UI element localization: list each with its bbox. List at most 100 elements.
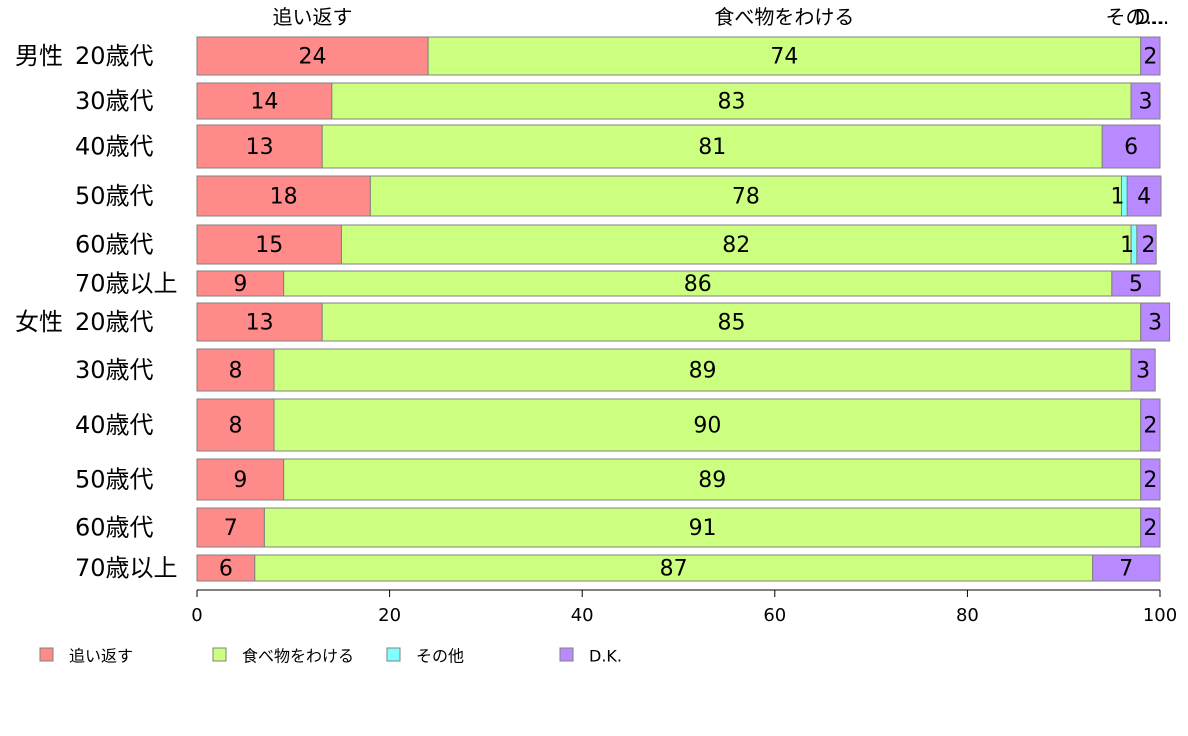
bar-segment — [369, 175, 1122, 217]
legend-item: その他 — [386, 647, 464, 666]
data-label: 2 — [1142, 233, 1156, 258]
legend-swatch — [39, 647, 54, 662]
data-label: 7 — [224, 516, 238, 541]
bar-row-1: 14 83 3 — [196, 82, 1161, 120]
bar-segment — [196, 224, 342, 265]
data-label: 78 — [732, 185, 760, 210]
bar-segment — [331, 82, 1132, 120]
data-label: 3 — [1136, 359, 1150, 384]
bar-segment — [273, 348, 1132, 392]
bar-row-11: 6 87 7 — [196, 554, 1161, 582]
data-label: 9 — [233, 468, 247, 493]
data-label: 85 — [717, 311, 745, 336]
legend-item: 食べ物をわける — [212, 647, 354, 666]
category-label: 40歳代 — [75, 411, 154, 439]
data-label: 2 — [1143, 468, 1157, 493]
category-label: 30歳代 — [75, 356, 154, 384]
row-labels: 20歳代男性30歳代40歳代50歳代60歳代70歳以上20歳代女性30歳代40歳… — [15, 42, 178, 582]
category-label: 60歳代 — [75, 514, 154, 542]
data-label: 2 — [1143, 45, 1157, 70]
top-label-1: 食べ物をわける — [714, 5, 854, 29]
bar-row-2: 13 81 6 — [196, 124, 1161, 169]
bar-segment — [1140, 398, 1161, 452]
data-label: 14 — [250, 90, 278, 115]
bar-segment — [1140, 36, 1161, 76]
x-tick-label: 80 — [956, 605, 979, 626]
data-label: 13 — [246, 135, 274, 160]
data-label: 24 — [299, 45, 327, 70]
data-label: 7 — [1119, 557, 1133, 582]
bar-segment — [340, 224, 1132, 265]
bar-segment — [196, 124, 323, 169]
bar-segment — [283, 270, 1113, 297]
bar-segment — [321, 302, 1142, 342]
data-label: 89 — [689, 359, 717, 384]
bar-segment — [1111, 270, 1161, 297]
data-label: 15 — [255, 233, 283, 258]
bar-segment — [427, 36, 1142, 76]
bar-row-6: 13 85 3 — [196, 302, 1171, 342]
data-label: 18 — [270, 185, 298, 210]
data-label: 5 — [1129, 272, 1143, 297]
category-label: 40歳代 — [75, 133, 154, 161]
x-tick-label: 60 — [763, 605, 786, 626]
group-label: 女性 — [15, 308, 63, 336]
bar-segment — [1101, 124, 1161, 169]
bar-row-5: 9 86 5 — [196, 270, 1161, 297]
bar-segment — [1136, 224, 1157, 265]
category-label: 20歳代 — [75, 42, 154, 70]
data-label: 83 — [717, 90, 745, 115]
category-label: 30歳代 — [75, 87, 154, 115]
bar-segment — [1092, 554, 1161, 582]
category-label: 60歳代 — [75, 231, 154, 259]
bar-segment — [196, 302, 323, 342]
bar-segment — [196, 36, 429, 76]
data-label: 8 — [229, 414, 243, 439]
data-label: 90 — [693, 414, 721, 439]
group-label: 男性 — [15, 42, 63, 70]
bar-segment — [1126, 175, 1162, 217]
category-label: 50歳代 — [75, 466, 154, 494]
bar-segment — [1140, 458, 1161, 501]
data-label: 1 — [1120, 233, 1134, 258]
top-label-2: その... — [1105, 5, 1164, 29]
bar-row-0: 24 74 2 — [196, 36, 1161, 76]
data-label: 82 — [722, 233, 750, 258]
legend-item: 追い返す — [39, 647, 133, 666]
legend-label: 追い返す — [69, 647, 133, 666]
legend-swatch — [386, 647, 401, 662]
data-label: 2 — [1143, 414, 1157, 439]
data-label: 6 — [219, 557, 233, 582]
category-label: 70歳以上 — [75, 554, 178, 582]
legend-label: D.K. — [589, 647, 622, 666]
data-label: 4 — [1137, 185, 1151, 210]
data-label: 9 — [233, 272, 247, 297]
legend-label: その他 — [416, 647, 464, 666]
data-label: 13 — [246, 311, 274, 336]
top-series-labels: 追い返す 食べ物をわける その...D... — [273, 5, 1170, 29]
top-label-3: D... — [1135, 5, 1169, 29]
x-axis: 0 20 40 60 80 100 — [191, 589, 1177, 626]
legend-item: D.K. — [559, 647, 622, 666]
legend-swatch — [559, 647, 574, 662]
bar-row-4: 15 82 1 2 — [196, 224, 1157, 265]
bar-row-10: 7 91 2 — [196, 507, 1161, 548]
legend-label: 食べ物をわける — [242, 647, 354, 666]
bar-segment — [1130, 348, 1156, 392]
bar-segment — [1140, 507, 1161, 548]
x-tick-label: 20 — [378, 605, 401, 626]
data-label: 74 — [770, 45, 798, 70]
data-label: 81 — [698, 135, 726, 160]
bar-segment — [196, 507, 265, 548]
legend: 追い返す 食べ物をわける その他 D.K. — [39, 647, 622, 666]
bar-segment — [196, 175, 371, 217]
bar-row-7: 8 89 3 — [196, 348, 1156, 392]
category-label: 20歳代 — [75, 308, 154, 336]
bar-row-8: 8 90 2 — [196, 398, 1161, 452]
bar-segment — [283, 458, 1142, 501]
bar-segment — [196, 270, 285, 297]
data-label: 87 — [660, 557, 688, 582]
bar-segment — [196, 458, 285, 501]
category-label: 50歳代 — [75, 182, 154, 210]
